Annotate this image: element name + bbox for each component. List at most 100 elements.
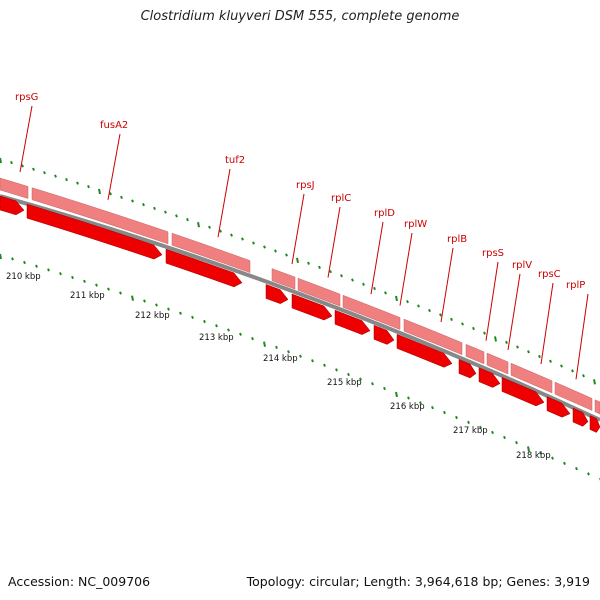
gene-leader-line [19, 105, 33, 173]
gene-track-upper [31, 187, 169, 245]
outer-tick [54, 174, 57, 178]
inner-tick [431, 406, 434, 410]
inner-tick [179, 311, 182, 315]
inner-tick [239, 332, 242, 336]
outer-tick [175, 214, 178, 218]
outer-tick [329, 269, 332, 274]
outer-tick [197, 221, 200, 228]
inner-tick [395, 391, 398, 398]
inner-tick [491, 430, 494, 435]
outer-tick [98, 188, 101, 195]
inner-tick [119, 291, 122, 295]
inner-tick [191, 315, 194, 319]
gene-track-upper [510, 362, 553, 394]
outer-tick [153, 206, 156, 210]
kbp-label: 218 kbp [516, 451, 551, 461]
outer-tick [340, 274, 343, 278]
genome-backbone [0, 194, 600, 422]
gene-label-rplw: rplW [404, 219, 427, 230]
gene-label-rplc: rplC [331, 193, 351, 204]
outer-tick [406, 299, 409, 304]
outer-tick [241, 237, 244, 241]
outer-tick [483, 331, 486, 335]
outer-tick [263, 245, 266, 249]
gene-track-upper [342, 294, 401, 330]
outer-tick [571, 369, 574, 373]
gene-label-rpsg: rpsG [15, 92, 38, 103]
gene-label-fusa2: fusA2 [100, 120, 128, 131]
inner-tick [263, 341, 266, 347]
gene-track-upper [594, 399, 600, 415]
gene-track-upper [0, 177, 29, 199]
outer-tick [274, 249, 277, 253]
outer-tick [208, 225, 211, 229]
inner-tick [335, 368, 338, 372]
outer-tick [593, 379, 596, 385]
inner-tick [323, 363, 326, 367]
gene-track-upper [554, 381, 593, 411]
outer-tick [461, 322, 464, 326]
backbone-line [0, 194, 600, 422]
inner-tick-marks [0, 253, 600, 481]
inner-tick [35, 264, 38, 268]
outer-tick [0, 157, 2, 164]
inner-tick [515, 440, 518, 445]
kbp-label: 210 kbp [6, 272, 41, 282]
gene-arrow [546, 396, 571, 418]
outer-tick [450, 317, 453, 322]
inner-tick [359, 377, 362, 381]
accession-text: Accession: NC_009706 [8, 574, 151, 589]
gene-arrow [396, 333, 453, 368]
inner-tick [107, 287, 110, 291]
outer-tick [43, 171, 46, 175]
gene-leader-line [217, 168, 231, 238]
outer-tick [373, 286, 376, 291]
inner-tick [215, 324, 218, 328]
inner-tick [275, 345, 278, 349]
outer-tick [186, 218, 189, 222]
inner-tick [203, 319, 206, 324]
inner-tick [287, 350, 290, 354]
gene-track-upper [465, 343, 485, 365]
gene-track-upper [403, 318, 463, 356]
gene-leader-line [327, 206, 341, 278]
kbp-label: 215 kbp [327, 378, 362, 388]
outer-tick [384, 291, 387, 295]
gene-arrow [458, 359, 477, 379]
inner-tick [155, 303, 158, 307]
inner-tick [251, 336, 254, 341]
gene-label-rplb: rplB [447, 234, 467, 245]
gene-leader-line [540, 282, 554, 365]
outer-tick [538, 354, 541, 359]
gene-track-upper [486, 352, 509, 375]
inner-tick [311, 359, 314, 363]
outer-tick [142, 203, 145, 207]
inner-tick [167, 307, 170, 311]
outer-tick [318, 265, 321, 270]
inner-tick [527, 446, 530, 452]
gene-label-rpsj: rpsJ [296, 180, 315, 191]
inner-tick [443, 410, 446, 415]
gene-arrow [291, 293, 333, 321]
outer-tick [32, 167, 35, 171]
inner-tick [407, 396, 410, 400]
outer-tick [10, 160, 13, 165]
inner-tick [467, 420, 470, 425]
inner-tick [551, 456, 554, 460]
gene-arrow [572, 407, 589, 427]
gene-label-rpsc: rpsC [538, 269, 561, 280]
gene-arrow [165, 248, 243, 288]
outer-tick-marks [0, 157, 596, 385]
outer-tick [560, 364, 563, 368]
inner-tick [383, 386, 386, 391]
inner-tick [23, 260, 26, 265]
kbp-label: 212 kbp [135, 311, 170, 321]
inner-tick [563, 461, 566, 465]
outer-tick [527, 350, 530, 354]
outer-tick [505, 340, 508, 344]
inner-tick [0, 253, 2, 260]
inner-tick [71, 275, 74, 280]
inner-tick [131, 295, 134, 301]
inner-tick [419, 401, 422, 405]
